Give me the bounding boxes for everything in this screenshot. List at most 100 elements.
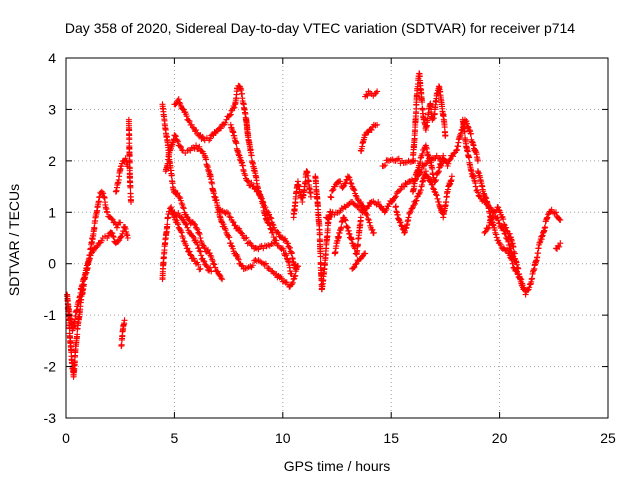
data-point <box>184 245 191 252</box>
data-point <box>190 220 197 227</box>
data-point <box>398 222 405 229</box>
data-point <box>472 183 479 190</box>
y-tick-label: -1 <box>44 307 57 323</box>
series-N <box>240 257 301 290</box>
chart-title: Day 358 of 2020, Sidereal Day-to-day VTE… <box>65 20 575 36</box>
data-point <box>243 177 250 184</box>
data-point <box>245 178 252 185</box>
data-point <box>175 210 182 217</box>
data-point <box>223 209 230 216</box>
data-point <box>89 249 96 256</box>
data-point <box>522 291 529 298</box>
data-point <box>442 132 449 139</box>
data-point <box>325 214 332 221</box>
data-point <box>448 173 455 180</box>
series-B <box>65 223 131 334</box>
data-point <box>248 152 255 159</box>
data-point <box>412 200 419 207</box>
data-point <box>392 193 399 200</box>
plot-frame <box>65 57 609 419</box>
data-point <box>430 115 437 122</box>
data-point <box>514 271 521 278</box>
data-point <box>226 213 233 220</box>
data-point <box>267 214 274 221</box>
data-point <box>193 225 200 232</box>
data-point <box>268 215 275 222</box>
data-point <box>357 199 364 205</box>
data-point <box>492 231 499 238</box>
data-point <box>288 271 295 277</box>
data-point <box>364 92 371 99</box>
data-point <box>175 221 182 228</box>
data-point <box>556 216 563 223</box>
data-point <box>207 264 214 271</box>
data-point <box>294 263 301 270</box>
data-point <box>526 284 533 291</box>
data-point <box>270 234 277 241</box>
data-point <box>197 265 204 272</box>
series-J <box>171 209 215 275</box>
data-point <box>419 99 426 106</box>
data-point <box>216 271 223 278</box>
data-point <box>248 179 255 186</box>
data-point <box>235 256 242 263</box>
series-H <box>162 132 247 272</box>
y-tick-label: 1 <box>48 204 56 220</box>
data-point <box>182 242 189 249</box>
data-point <box>348 180 355 187</box>
data-point <box>493 234 500 241</box>
data-point <box>347 176 354 183</box>
data-point <box>374 121 381 128</box>
data-point <box>231 104 238 111</box>
data-point <box>544 214 551 221</box>
data-point <box>406 210 413 217</box>
data-point <box>430 185 437 192</box>
data-point <box>510 243 517 250</box>
data-point <box>118 233 125 240</box>
series-K <box>214 207 295 277</box>
data-point <box>362 250 369 257</box>
data-point <box>189 233 196 240</box>
data-point <box>226 234 233 241</box>
series-D <box>118 317 128 349</box>
data-point <box>201 245 208 252</box>
series-S <box>331 214 364 258</box>
data-point <box>180 238 187 245</box>
data-point <box>178 229 185 236</box>
series-E <box>125 116 135 205</box>
data-point <box>346 174 353 181</box>
data-point <box>466 154 473 161</box>
data-point <box>352 261 359 268</box>
data-point <box>369 226 376 233</box>
data-point <box>188 145 195 151</box>
data-points <box>64 70 564 380</box>
data-point <box>218 125 225 132</box>
data-point <box>353 202 360 209</box>
data-point <box>557 240 564 247</box>
data-point <box>288 281 295 288</box>
data-point <box>495 217 502 224</box>
data-point <box>287 244 294 251</box>
data-point <box>508 257 515 264</box>
data-point <box>397 219 404 226</box>
data-point <box>223 116 230 123</box>
data-point <box>284 240 291 247</box>
data-point <box>307 193 314 200</box>
data-point <box>269 221 276 228</box>
data-point <box>266 222 273 229</box>
data-point <box>375 199 382 205</box>
data-point <box>174 137 181 144</box>
series-C <box>112 155 131 195</box>
data-point <box>211 261 218 268</box>
x-tick-label: 0 <box>62 430 70 446</box>
data-point <box>222 119 229 126</box>
series-Z <box>392 168 455 236</box>
data-point <box>175 96 182 103</box>
data-point <box>124 235 131 241</box>
data-point <box>505 242 512 249</box>
data-point <box>340 183 347 190</box>
data-point <box>328 194 335 201</box>
data-point <box>172 132 179 139</box>
data-point <box>197 248 204 255</box>
